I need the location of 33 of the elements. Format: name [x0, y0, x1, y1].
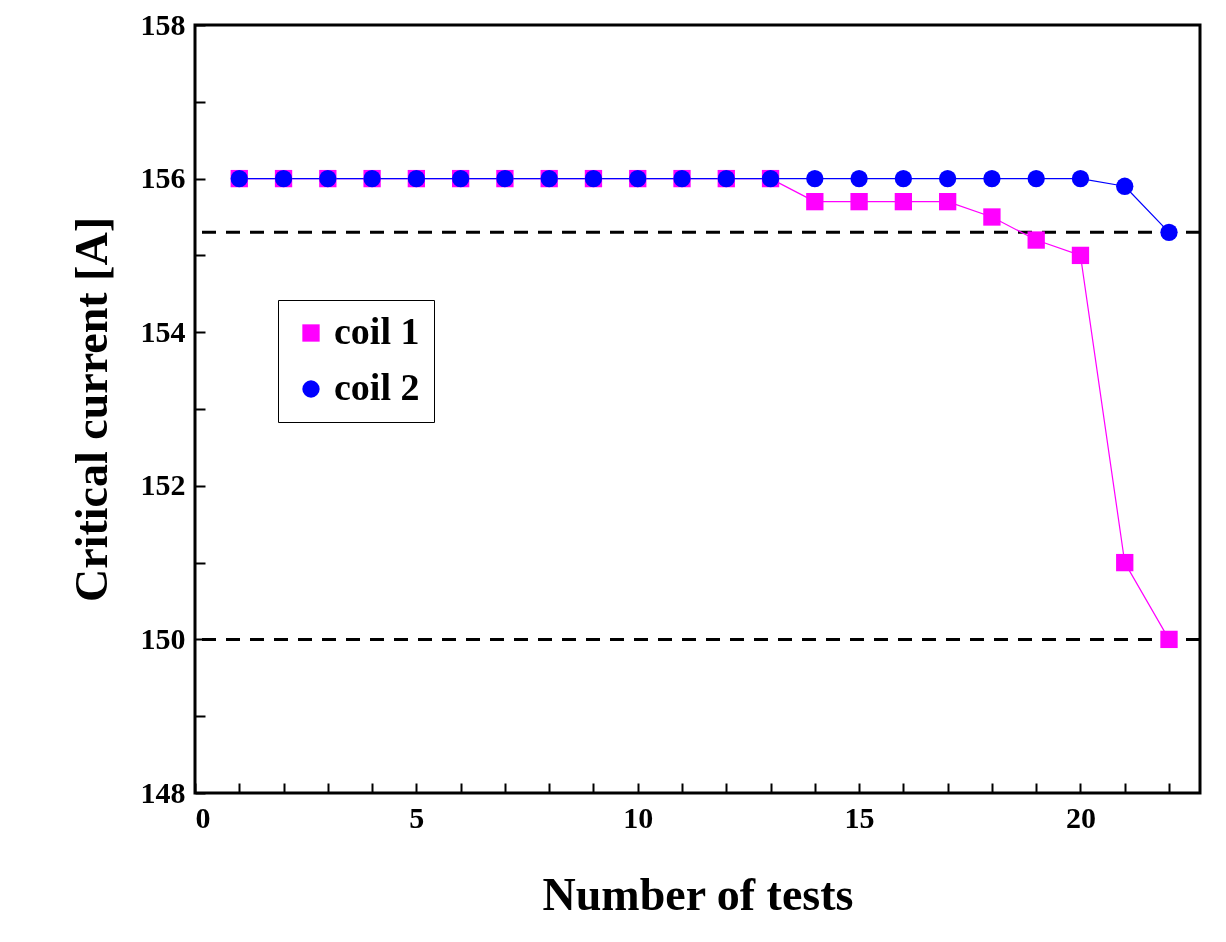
x-tick-label: 5: [409, 800, 425, 834]
y-tick-label: 152: [140, 468, 186, 502]
point: [806, 192, 824, 211]
legend-label: coil 2: [334, 366, 420, 408]
point: [850, 169, 868, 188]
x-tick-label: 0: [195, 800, 211, 834]
point: [1027, 169, 1045, 188]
point: [983, 169, 1001, 188]
x-axis-title: Number of tests: [542, 868, 854, 920]
x-tick-label: 20: [1065, 800, 1096, 834]
point: [806, 169, 824, 188]
y-tick-label: 156: [140, 161, 186, 195]
point: [1116, 553, 1134, 572]
point: [1071, 169, 1090, 188]
y-axis-title: Critical current [A]: [65, 217, 117, 602]
x-tick-label: 15: [844, 800, 875, 834]
legend-label: coil 1: [334, 310, 420, 352]
x-tick-label: 10: [623, 800, 654, 834]
y-tick-label: 154: [140, 314, 186, 348]
point: [938, 169, 957, 188]
point: [1027, 231, 1045, 249]
point: [983, 208, 1001, 226]
point: [1116, 177, 1134, 195]
y-tick-label: 150: [140, 621, 186, 655]
point: [1160, 630, 1178, 649]
point: [938, 192, 957, 211]
point: [1071, 246, 1090, 265]
point: [850, 192, 868, 211]
point: [894, 192, 913, 211]
y-tick-label: 148: [140, 775, 186, 809]
point: [1160, 223, 1178, 241]
point: [894, 169, 913, 188]
y-tick-label: 158: [140, 7, 186, 41]
